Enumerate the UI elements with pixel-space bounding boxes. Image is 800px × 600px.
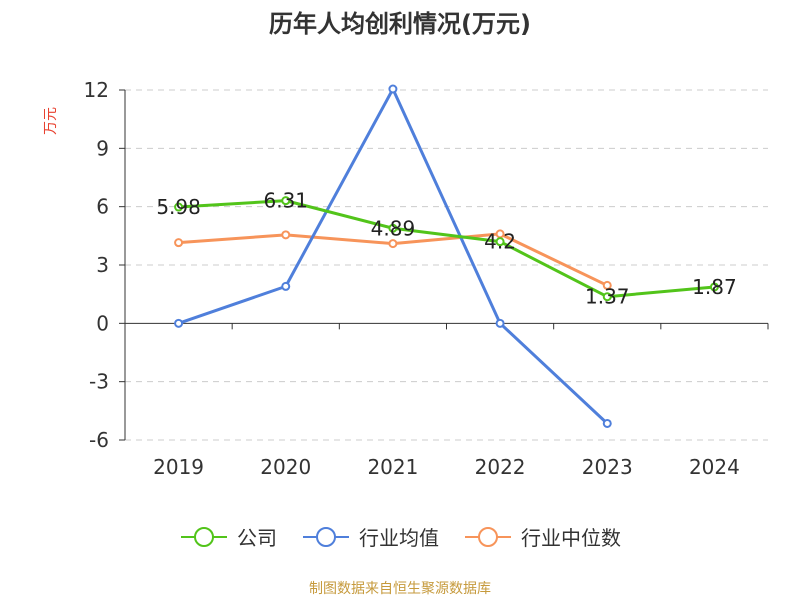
data-label: 1.37 (585, 285, 630, 309)
y-tick-label: 0 (96, 311, 109, 335)
x-tick-label: 2023 (582, 455, 633, 479)
data-label: 4.2 (484, 230, 516, 254)
data-label: 6.31 (263, 189, 308, 213)
data-point (388, 84, 398, 94)
data-point (602, 292, 612, 302)
data-point (495, 318, 505, 328)
data-point (388, 223, 398, 233)
y-tick-label: 9 (96, 136, 109, 160)
series-line (178, 199, 715, 299)
chart-legend: 公司 行业均值 行业中位数 (0, 522, 800, 551)
x-tick-label: 2022 (475, 455, 526, 479)
chart-title: 历年人均创利情况(万元) (269, 10, 531, 38)
data-point (281, 230, 291, 240)
data-label: 1.87 (692, 275, 737, 299)
legend-line-marker-icon (465, 526, 511, 547)
data-label: 4.89 (371, 216, 416, 240)
data-label: 5.98 (156, 195, 201, 219)
y-tick-label: 3 (96, 253, 109, 277)
legend-line-marker-icon (181, 526, 227, 547)
data-point (709, 282, 719, 292)
legend-label: 行业均值 (359, 526, 439, 550)
x-tick-label: 2019 (153, 455, 204, 479)
data-point (174, 318, 184, 328)
y-tick-label: 6 (96, 195, 109, 219)
data-point (602, 418, 612, 428)
data-point (281, 196, 291, 206)
y-tick-label: -6 (89, 428, 109, 452)
legend-item[interactable]: 行业中位数 (463, 522, 621, 551)
y-tick-label: 12 (84, 78, 109, 102)
data-point (174, 238, 184, 248)
x-tick-label: 2021 (367, 455, 418, 479)
y-tick-label: -3 (89, 370, 109, 394)
x-tick-label: 2024 (689, 455, 740, 479)
x-tick-label: 2020 (260, 455, 311, 479)
data-point (281, 281, 291, 291)
legend-item[interactable]: 行业均值 (301, 522, 439, 551)
legend-item[interactable]: 公司 (179, 522, 277, 551)
data-point (174, 202, 184, 212)
data-source-note: 制图数据来自恒生聚源数据库 (309, 581, 491, 597)
legend-line-marker-icon (303, 526, 349, 547)
data-point (495, 237, 505, 247)
legend-label: 公司 (237, 526, 277, 550)
data-point (388, 239, 398, 249)
series-line (178, 87, 609, 425)
data-point (602, 280, 612, 290)
legend-label: 行业中位数 (521, 526, 621, 550)
